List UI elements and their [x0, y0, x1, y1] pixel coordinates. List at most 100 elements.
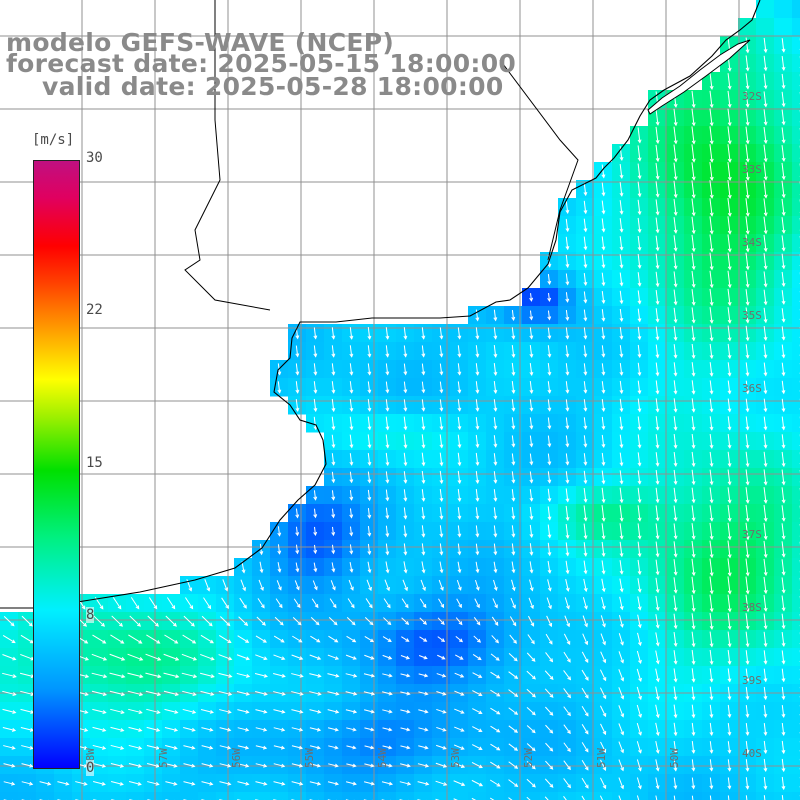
wind-arrow	[763, 795, 766, 800]
wind-arrow	[763, 704, 768, 718]
wind-arrow	[618, 777, 625, 790]
wind-arrow	[511, 453, 516, 466]
wind-cell	[288, 792, 307, 800]
wind-arrow	[475, 489, 480, 502]
wind-arrow	[745, 759, 750, 772]
wind-arrow	[295, 544, 300, 555]
wind-arrow	[564, 615, 571, 628]
wind-arrow	[781, 308, 786, 323]
wind-arrow	[637, 505, 642, 522]
wind-arrow	[93, 615, 106, 627]
wind-arrow	[637, 452, 642, 467]
wind-arrow	[110, 762, 125, 768]
wind-arrow	[493, 453, 498, 466]
wind-arrow	[565, 363, 570, 376]
wind-arrow	[709, 613, 714, 630]
wind-arrow	[364, 763, 375, 768]
wind-arrow	[129, 781, 142, 786]
wind-arrow	[457, 452, 462, 467]
wind-arrow	[529, 561, 534, 574]
wind-arrow	[781, 91, 786, 108]
lon-label: 53W	[449, 748, 462, 768]
wind-arrow	[727, 198, 732, 217]
wind-arrow	[745, 73, 750, 90]
wind-arrow	[637, 217, 642, 234]
wind-arrow	[655, 759, 660, 772]
wind-arrow	[781, 595, 786, 612]
wind-arrow	[563, 670, 572, 681]
wind-arrow	[349, 345, 354, 358]
wind-arrow	[274, 616, 284, 626]
wind-arrow	[349, 490, 354, 501]
wind-arrow	[367, 416, 372, 431]
wind-arrow	[544, 706, 554, 716]
wind-cell	[792, 540, 800, 559]
wind-arrow	[330, 580, 336, 591]
wind-arrow	[146, 763, 160, 768]
wind-arrow	[75, 781, 88, 786]
wind-cell	[792, 756, 800, 775]
wind-arrow	[490, 689, 501, 697]
wind-arrow	[745, 216, 750, 235]
wind-arrow	[453, 744, 465, 750]
wind-arrow	[637, 559, 642, 576]
wind-arrow	[636, 686, 642, 701]
wind-cell	[792, 198, 800, 217]
wind-arrow	[781, 398, 786, 413]
wind-arrow	[367, 345, 372, 358]
wind-arrow	[547, 399, 552, 412]
lon-label: 52W	[522, 748, 535, 768]
wind-arrow	[493, 381, 498, 394]
wind-arrow	[745, 594, 750, 613]
wind-arrow	[475, 525, 480, 538]
wind-arrow	[403, 543, 408, 556]
wind-cell	[738, 18, 757, 37]
wind-arrow	[691, 741, 696, 754]
wind-cell	[630, 792, 649, 800]
wind-arrow	[709, 759, 714, 772]
wind-arrow	[583, 488, 588, 503]
wind-arrow	[436, 708, 447, 714]
wind-arrow	[583, 363, 588, 376]
wind-arrow	[346, 635, 357, 643]
wind-arrow	[655, 398, 660, 413]
wind-arrow	[438, 598, 445, 609]
wind-arrow	[763, 326, 768, 341]
wind-arrow	[364, 745, 375, 750]
wind-arrow	[583, 578, 588, 593]
wind-arrow	[439, 525, 444, 538]
wind-arrow	[655, 289, 660, 306]
wind-arrow	[619, 327, 624, 340]
wind-arrow	[583, 327, 588, 340]
wind-arrow	[727, 216, 732, 235]
wind-arrow	[618, 741, 625, 754]
wind-arrow	[691, 398, 696, 413]
wind-arrow	[565, 399, 570, 412]
wind-arrow	[745, 723, 750, 736]
wind-arrow	[546, 597, 552, 610]
wind-arrow	[601, 254, 606, 269]
wind-arrow	[110, 726, 125, 732]
wind-arrow	[565, 254, 570, 269]
wind-arrow	[349, 381, 354, 394]
wind-arrow	[637, 272, 642, 287]
wind-arrow	[619, 523, 624, 540]
wind-arrow	[331, 544, 336, 555]
wind-cell	[792, 0, 800, 19]
wind-cell	[378, 792, 397, 800]
wind-arrow	[200, 653, 215, 661]
wind-arrow	[255, 691, 268, 696]
wind-arrow	[3, 763, 16, 768]
wind-arrow	[489, 797, 495, 800]
wind-arrow	[637, 614, 642, 629]
wind-arrow	[526, 652, 536, 662]
wind-arrow	[508, 689, 519, 697]
wind-cell	[396, 792, 415, 800]
wind-arrow	[421, 363, 426, 376]
wind-arrow	[127, 672, 144, 679]
colorbar-unit: [m/s]	[32, 132, 75, 148]
wind-arrow	[673, 144, 678, 163]
wind-arrow	[745, 198, 750, 217]
wind-arrow	[508, 779, 519, 787]
wind-arrow	[453, 762, 466, 768]
